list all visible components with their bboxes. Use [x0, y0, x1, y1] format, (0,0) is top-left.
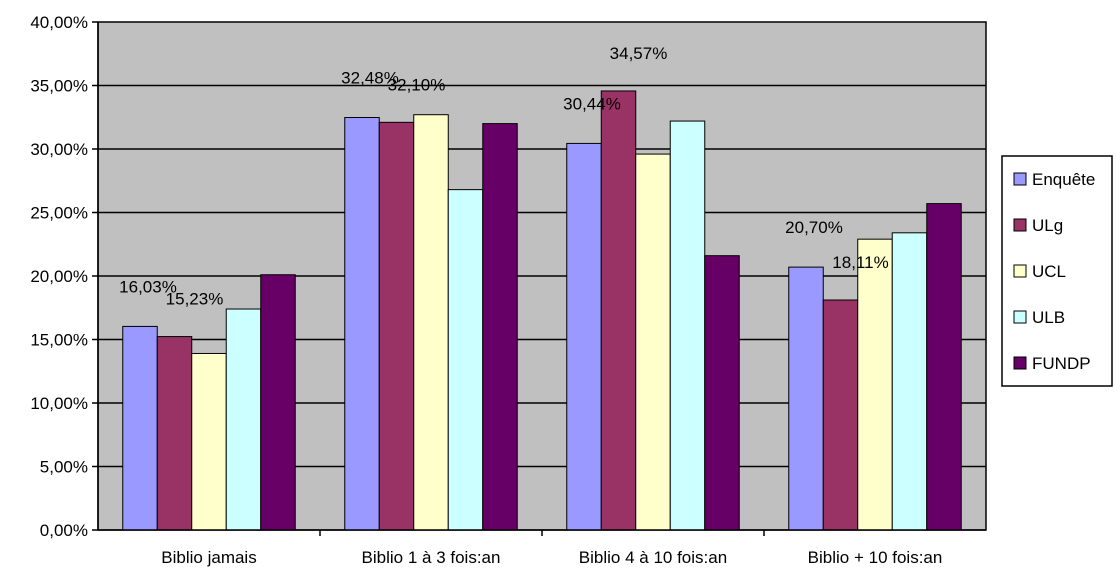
legend-swatch	[1013, 172, 1027, 186]
bars	[122, 90, 962, 531]
category-label: Biblio 1 à 3 fois:an	[362, 548, 501, 567]
bar-enqu-te	[344, 117, 380, 531]
legend-label: Enquête	[1032, 170, 1095, 189]
bar-ulg	[156, 336, 193, 531]
bar-ulg	[378, 121, 415, 531]
bar-ucl	[413, 114, 449, 531]
category-label: Biblio + 10 fois:an	[808, 548, 943, 567]
data-label: 18,11%	[832, 253, 888, 272]
legend-label: UCL	[1032, 262, 1066, 281]
tick-labels: 0,00% 5,00% 10,00% 15,00% 20,00% 25,00% 30,00%…	[30, 13, 88, 540]
y-tick-label: 40,00%	[30, 13, 88, 32]
data-label: 16,03%	[119, 277, 177, 296]
legend-swatch	[1013, 356, 1027, 370]
bar-ulb	[225, 308, 262, 531]
y-tick-label: 20,00%	[30, 267, 88, 286]
legend-swatch	[1013, 264, 1027, 278]
y-tick-label: 25,00%	[30, 204, 88, 223]
legend-label: ULg	[1032, 216, 1063, 235]
bar-ulg	[600, 90, 637, 531]
bar-ulg	[822, 299, 859, 531]
bar-ucl	[191, 352, 227, 531]
legend-label: ULB	[1032, 308, 1065, 327]
legend-swatch	[1013, 218, 1027, 232]
category-label: Biblio jamais	[161, 548, 256, 567]
bar-fundp	[704, 255, 740, 531]
bar-ucl	[857, 238, 893, 531]
y-tick-label: 0,00%	[40, 521, 88, 540]
y-tick-label: 10,00%	[30, 394, 88, 413]
data-label: 32,48%	[341, 69, 399, 88]
category-label: Biblio 4 à 10 fois:an	[579, 548, 727, 567]
bar-enqu-te	[788, 266, 824, 531]
bar-enqu-te	[566, 142, 602, 531]
data-label: 15,23%	[166, 290, 224, 309]
data-label: 34,57%	[610, 44, 668, 63]
y-tick-label: 35,00%	[30, 77, 88, 96]
y-tick-label: 30,00%	[30, 140, 88, 159]
data-label: 20,70%	[785, 218, 843, 237]
category-labels: Biblio jamais Biblio 1 à 3 fois:an Biblio …	[161, 548, 942, 567]
bar-enqu-te	[122, 325, 158, 531]
y-tick-label: 5,00%	[40, 458, 88, 477]
legend: Enquête ULg UCL ULB FUNDP	[1001, 155, 1113, 387]
legend-label: FUNDP	[1032, 354, 1091, 373]
data-label: 30,44%	[563, 94, 621, 113]
bar-fundp	[482, 123, 518, 531]
bar-ulb	[447, 189, 484, 531]
bar-ulb	[891, 232, 928, 531]
axes	[92, 21, 986, 536]
data-label: 32,10%	[388, 75, 446, 94]
data-labels: 16,03%15,23% 32,48%32,10% 30,44% 34,57% 20,7…	[119, 44, 889, 309]
bar-ucl	[635, 153, 671, 531]
y-tick-label: 15,00%	[30, 331, 88, 350]
legend-swatch	[1013, 310, 1027, 324]
bar-fundp	[260, 274, 296, 531]
bar-ulb	[669, 120, 706, 531]
bar-fundp	[926, 203, 962, 531]
